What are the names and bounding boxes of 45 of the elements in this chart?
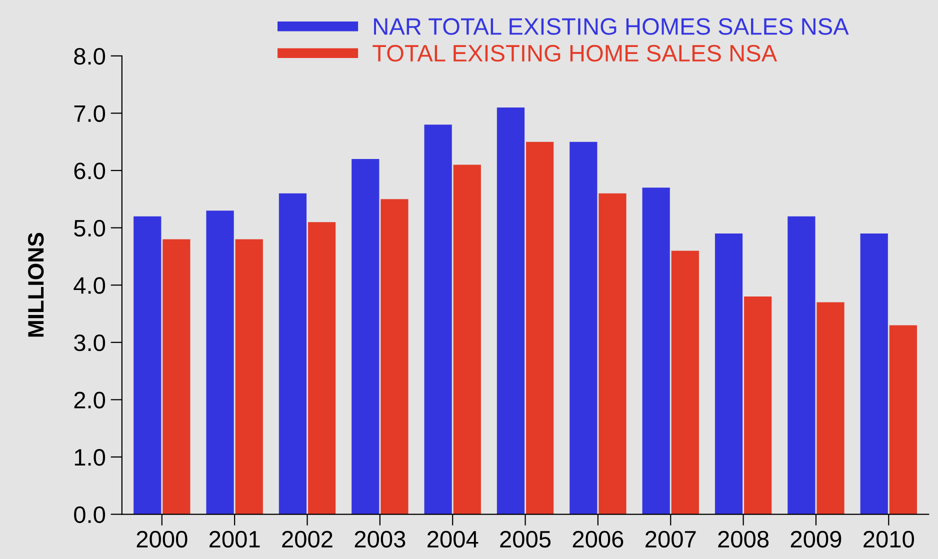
bar [380,199,408,514]
x-tick-label: 2010 [864,530,914,548]
bar [526,142,554,514]
bar [134,216,162,514]
legend-label: NAR TOTAL EXISTING HOMES SALES NSA [374,18,849,35]
x-tick-label: 2005 [500,530,551,548]
y-tick-label: 1.0 [74,449,106,466]
bar [162,239,190,514]
x-tick-label: 2006 [572,530,624,548]
bar [570,142,598,514]
bar [744,296,772,514]
y-tick-label: 4.0 [74,277,106,294]
bar [889,325,917,514]
bar [642,188,670,514]
x-tick-label: 2003 [354,530,406,548]
x-tick-label: 2007 [646,530,696,548]
x-tick-label: 2004 [428,530,478,548]
bar [206,210,234,514]
bar [308,222,336,514]
bar [598,193,626,514]
bar [496,107,525,514]
bar [235,239,263,514]
bar [714,234,743,514]
y-tick-label: 6.0 [74,162,106,180]
y-tick-label: 0.0 [74,506,106,524]
bar [278,193,307,514]
bar [453,164,481,514]
bar [424,124,452,514]
y-tick-label: 5.0 [74,220,106,237]
x-tick-label: 2009 [790,530,842,548]
bar [860,234,888,514]
y-tick-label: 3.0 [74,334,106,352]
y-tick-label: 7.0 [74,105,106,122]
legend-label: TOTAL EXISTING HOME SALES NSA [372,44,778,62]
x-tick-label: 2002 [282,530,332,548]
bar [788,216,816,514]
bar [352,159,380,514]
x-tick-label: 2008 [718,530,769,548]
y-tick-label: 8.0 [74,48,106,65]
x-tick-label: 2001 [210,530,260,548]
bar [671,250,699,514]
y-axis-title: MILLIONS [28,232,44,337]
bar [816,302,844,514]
x-tick-label: 2000 [136,530,188,548]
y-tick-label: 2.0 [74,392,106,408]
